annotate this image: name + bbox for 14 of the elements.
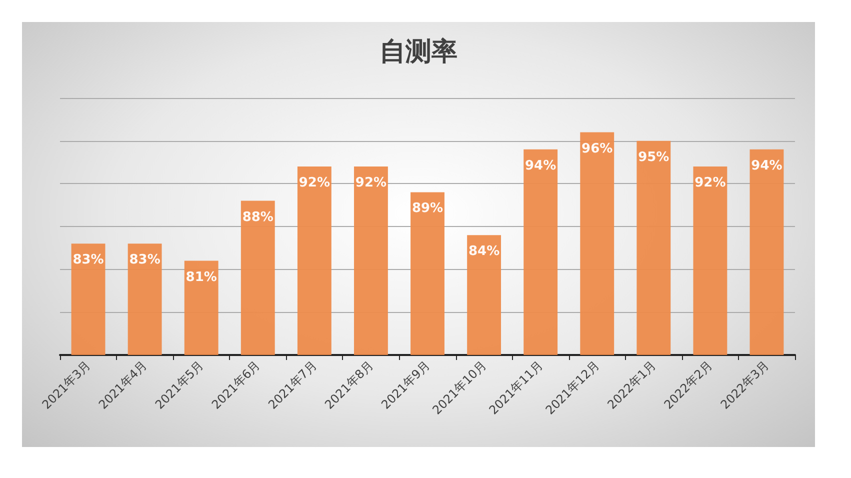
data-label: 88% — [242, 210, 274, 225]
chart-title: 自测率 — [380, 37, 458, 67]
data-label: 92% — [355, 176, 387, 191]
data-label: 92% — [694, 176, 726, 191]
data-label: 94% — [751, 158, 782, 174]
data-label: 83% — [72, 252, 104, 268]
data-label: 94% — [525, 158, 556, 174]
data-label: 89% — [412, 201, 444, 216]
data-label: 84% — [468, 244, 500, 260]
data-label: 83% — [129, 252, 160, 268]
data-label: 95% — [638, 150, 670, 165]
data-label: 96% — [582, 141, 613, 156]
data-label: 92% — [298, 176, 330, 191]
data-label: 81% — [186, 270, 217, 285]
